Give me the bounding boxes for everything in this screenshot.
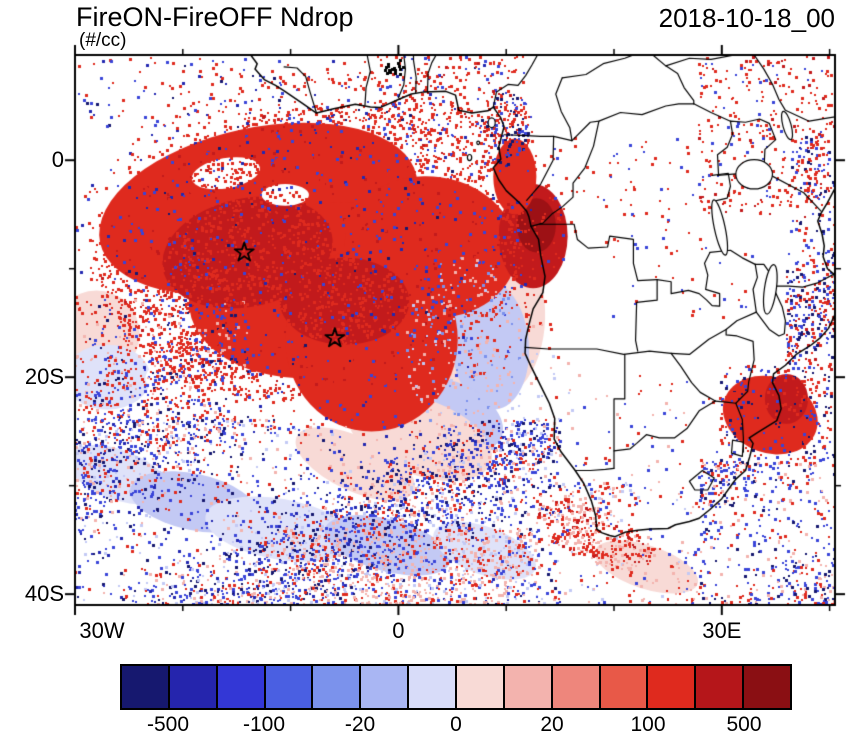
colorbar-tick-label: 0 [450, 713, 462, 736]
y-tick-label: 20S [24, 364, 64, 390]
colorbar-segment [455, 666, 503, 708]
colorbar-tick-label: -100 [242, 713, 286, 736]
colorbar-segment [122, 666, 168, 708]
x-tick-label: 30E [702, 618, 742, 643]
colorbar-segment [502, 666, 551, 708]
y-tick-label: 40S [24, 581, 64, 607]
colorbar-tick-label: 20 [540, 713, 564, 736]
colorbar-segment [550, 666, 599, 708]
x-tick-label: 30W [79, 618, 125, 643]
map-canvas [0, 0, 850, 660]
colorbar-segment [359, 666, 408, 708]
colorbar-tick-label: 100 [630, 713, 666, 736]
colorbar-segment [694, 666, 743, 708]
colorbar-segment [311, 666, 360, 708]
plot-timestamp: 2018-10-18_00 [658, 3, 835, 33]
colorbar-segment [407, 666, 456, 708]
colorbar-segment [598, 666, 647, 708]
colorbar-tick-label: -20 [344, 713, 376, 736]
colorbar-segment [646, 666, 695, 708]
colorbar-tick-label: 500 [726, 713, 762, 736]
plot-title: FireON-FireOFF Ndrop [76, 2, 354, 32]
colorbar-labels: -500 -100 -20 0 20 100 500 [120, 713, 792, 743]
x-tick-label: 0 [392, 618, 405, 643]
plot-units: (#/cc) [79, 30, 127, 51]
colorbar-segment [167, 666, 216, 708]
colorbar-segment [263, 666, 312, 708]
colorbar-segment [742, 666, 791, 708]
y-tick-label: 0 [51, 147, 64, 173]
colorbar [120, 664, 792, 710]
colorbar-segment [215, 666, 264, 708]
colorbar-tick-label: -500 [146, 713, 190, 736]
